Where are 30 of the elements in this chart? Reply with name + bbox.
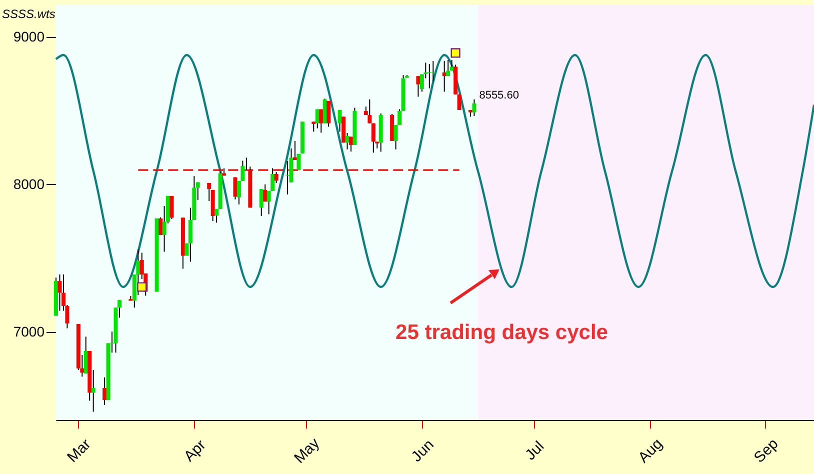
candlestick [312,121,316,132]
x-tick-label: May [291,434,324,467]
candlestick [259,188,264,217]
y-tick-label: 8000 [13,176,45,192]
candlestick [233,176,238,200]
candlestick [338,110,342,132]
candlestick [102,376,107,406]
candlestick [416,76,420,98]
x-tick-label: Mar [64,436,94,466]
x-tick-label: Jul [522,438,548,464]
candlestick [371,122,376,154]
text: SSSS.wts [2,7,56,21]
x-tick-label: Apr [180,436,210,466]
candlestick [368,98,372,124]
candlestick [170,195,174,220]
candlestick [319,108,324,134]
x-tick-label: Aug [635,435,666,466]
y-tick-label: 7000 [13,323,45,340]
candlestick [91,370,96,412]
candlestick [472,98,476,117]
candlestick [326,100,331,128]
candlestick [348,136,353,152]
candlestick [263,184,268,202]
candlestick [431,60,436,82]
x-tick-label: Sep [750,435,782,466]
candlestick [214,208,219,224]
x-tick-label: Jun [408,436,438,466]
y-tick-label: 9000 [13,28,45,44]
annotation: 25 trading days cycle [396,320,608,344]
annotation: 8555.60 [479,90,519,102]
